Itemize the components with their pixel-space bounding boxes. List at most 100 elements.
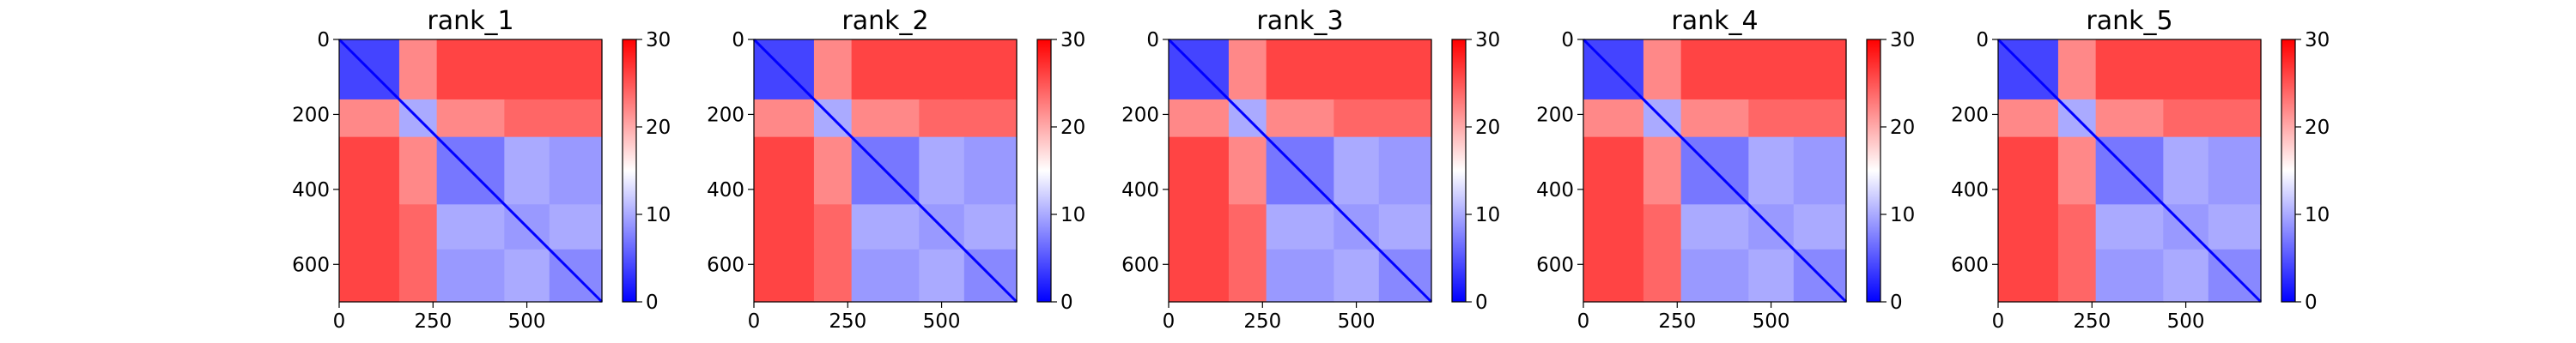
heatmap-diagonal bbox=[752, 38, 1018, 304]
y-tick-label: 400 bbox=[1121, 179, 1159, 202]
heatmap-cell bbox=[339, 204, 400, 250]
heatmap-cells bbox=[1583, 39, 1847, 303]
colorbar-tick-label: 10 bbox=[2305, 204, 2330, 226]
heatmap-cell bbox=[2095, 39, 2164, 100]
colorbar-tick-label: 10 bbox=[1060, 204, 1085, 226]
heatmap-cell bbox=[1680, 204, 1749, 250]
heatmap-cell bbox=[339, 249, 400, 303]
colorbar-tick-label: 10 bbox=[1475, 204, 1500, 226]
colorbar bbox=[622, 39, 637, 303]
heatmap-cell bbox=[963, 39, 1018, 100]
heatmap-cell bbox=[1266, 99, 1334, 138]
y-tick-label: 600 bbox=[292, 254, 330, 276]
y-tick-label: 0 bbox=[1561, 29, 1574, 51]
heatmap-cell bbox=[339, 99, 400, 138]
y-tick-label: 200 bbox=[1536, 104, 1574, 126]
x-tick-label: 500 bbox=[923, 310, 961, 333]
heatmap-cell bbox=[1793, 39, 1847, 100]
heatmap-cell bbox=[813, 249, 853, 303]
colorbar-tick-label: 30 bbox=[2305, 29, 2330, 51]
heatmap-cell bbox=[1998, 99, 2059, 138]
colorbar-tick-label: 20 bbox=[2305, 117, 2330, 139]
heatmap-cell bbox=[2163, 136, 2209, 205]
heatmap-cell bbox=[1748, 136, 1795, 205]
heatmap-cell bbox=[1998, 204, 2059, 250]
y-tick-label: 600 bbox=[1951, 254, 1989, 276]
colorbar bbox=[1451, 39, 1467, 303]
heatmap-cell bbox=[1266, 39, 1334, 100]
heatmap-cell bbox=[2057, 39, 2097, 100]
heatmap-cell bbox=[1266, 204, 1334, 250]
heatmap-cell bbox=[1334, 39, 1380, 100]
colorbar-tick-label: 20 bbox=[1475, 117, 1500, 139]
heatmap-cell bbox=[1378, 39, 1432, 100]
panel-title: rank_4 bbox=[1671, 6, 1758, 36]
heatmap-cell bbox=[398, 249, 438, 303]
axes-frame bbox=[338, 39, 603, 303]
colorbar bbox=[1036, 39, 1052, 303]
heatmap-cell bbox=[1169, 204, 1230, 250]
heatmap-cell bbox=[1643, 39, 1682, 100]
heatmap-cell bbox=[1583, 136, 1644, 205]
heatmap-cell bbox=[1378, 204, 1432, 250]
y-tick-label: 0 bbox=[732, 29, 744, 51]
colorbar-tick-label: 30 bbox=[1060, 29, 1085, 51]
colorbar-tick-label: 30 bbox=[646, 29, 671, 51]
axes-frame bbox=[1583, 39, 1847, 303]
colorbar-tick-label: 30 bbox=[1475, 29, 1500, 51]
heatmap-cell bbox=[1643, 204, 1682, 250]
heatmap-cell bbox=[436, 249, 505, 303]
x-tick-label: 0 bbox=[1163, 310, 1176, 333]
x-tick-label: 0 bbox=[333, 310, 346, 333]
heatmap-cell bbox=[1169, 99, 1230, 138]
heatmap-cell bbox=[1583, 99, 1644, 138]
heatmap-cell bbox=[1680, 249, 1749, 303]
heatmap-cell bbox=[1793, 204, 1847, 250]
heatmap-cell bbox=[1334, 249, 1380, 303]
heatmap-cell bbox=[1378, 136, 1432, 205]
heatmap-diagonal bbox=[337, 38, 604, 304]
colorbar-tick-label: 10 bbox=[646, 204, 671, 226]
heatmap-cells bbox=[1998, 39, 2262, 303]
heatmap-cell bbox=[1998, 249, 2059, 303]
heatmap-cell bbox=[1169, 249, 1230, 303]
heatmap-cell bbox=[2095, 249, 2164, 303]
heatmap-cell bbox=[754, 204, 815, 250]
heatmap-cell bbox=[436, 99, 505, 138]
heatmap-cell bbox=[2208, 99, 2262, 138]
heatmap-cell bbox=[549, 136, 603, 205]
y-tick-label: 200 bbox=[292, 104, 330, 126]
x-tick-label: 500 bbox=[1338, 310, 1376, 333]
heatmap-cell bbox=[1228, 39, 1267, 100]
y-tick-label: 200 bbox=[1121, 104, 1159, 126]
colorbar-tick-label: 20 bbox=[1060, 117, 1085, 139]
heatmap-cell bbox=[2095, 99, 2164, 138]
y-tick-label: 0 bbox=[317, 29, 330, 51]
colorbar bbox=[2281, 39, 2296, 303]
y-tick-label: 400 bbox=[292, 179, 330, 202]
heatmap-panel: rank_3 0 250 500 0 200 400 600 0 10 20 30 bbox=[1121, 6, 1500, 333]
heatmap-cell bbox=[1643, 249, 1682, 303]
y-tick-label: 600 bbox=[1536, 254, 1574, 276]
heatmap-cell bbox=[963, 204, 1018, 250]
heatmap-cell bbox=[398, 204, 438, 250]
panel-title: rank_3 bbox=[1256, 6, 1343, 36]
heatmap-cell bbox=[2208, 39, 2262, 100]
heatmap-diagonal bbox=[1996, 38, 2263, 304]
heatmap-cell bbox=[1169, 136, 1230, 205]
heatmap-cell bbox=[851, 39, 920, 100]
heatmap-cell bbox=[919, 249, 965, 303]
heatmap-cell bbox=[1583, 249, 1644, 303]
heatmap-cell bbox=[813, 204, 853, 250]
colorbar-tick-label: 0 bbox=[1475, 292, 1488, 314]
x-tick-label: 0 bbox=[1577, 310, 1590, 333]
colorbar-tick-label: 0 bbox=[1890, 292, 1903, 314]
panel-title: rank_1 bbox=[427, 6, 513, 36]
x-tick-label: 250 bbox=[414, 310, 452, 333]
heatmap-cell bbox=[1793, 99, 1847, 138]
heatmap-cell bbox=[398, 136, 438, 205]
colorbar-tick-label: 10 bbox=[1890, 204, 1915, 226]
heatmap-panel: rank_4 0 250 500 0 200 400 600 0 10 20 30 bbox=[1536, 6, 1915, 333]
heatmap-cell bbox=[919, 136, 965, 205]
heatmap-cell bbox=[436, 39, 505, 100]
